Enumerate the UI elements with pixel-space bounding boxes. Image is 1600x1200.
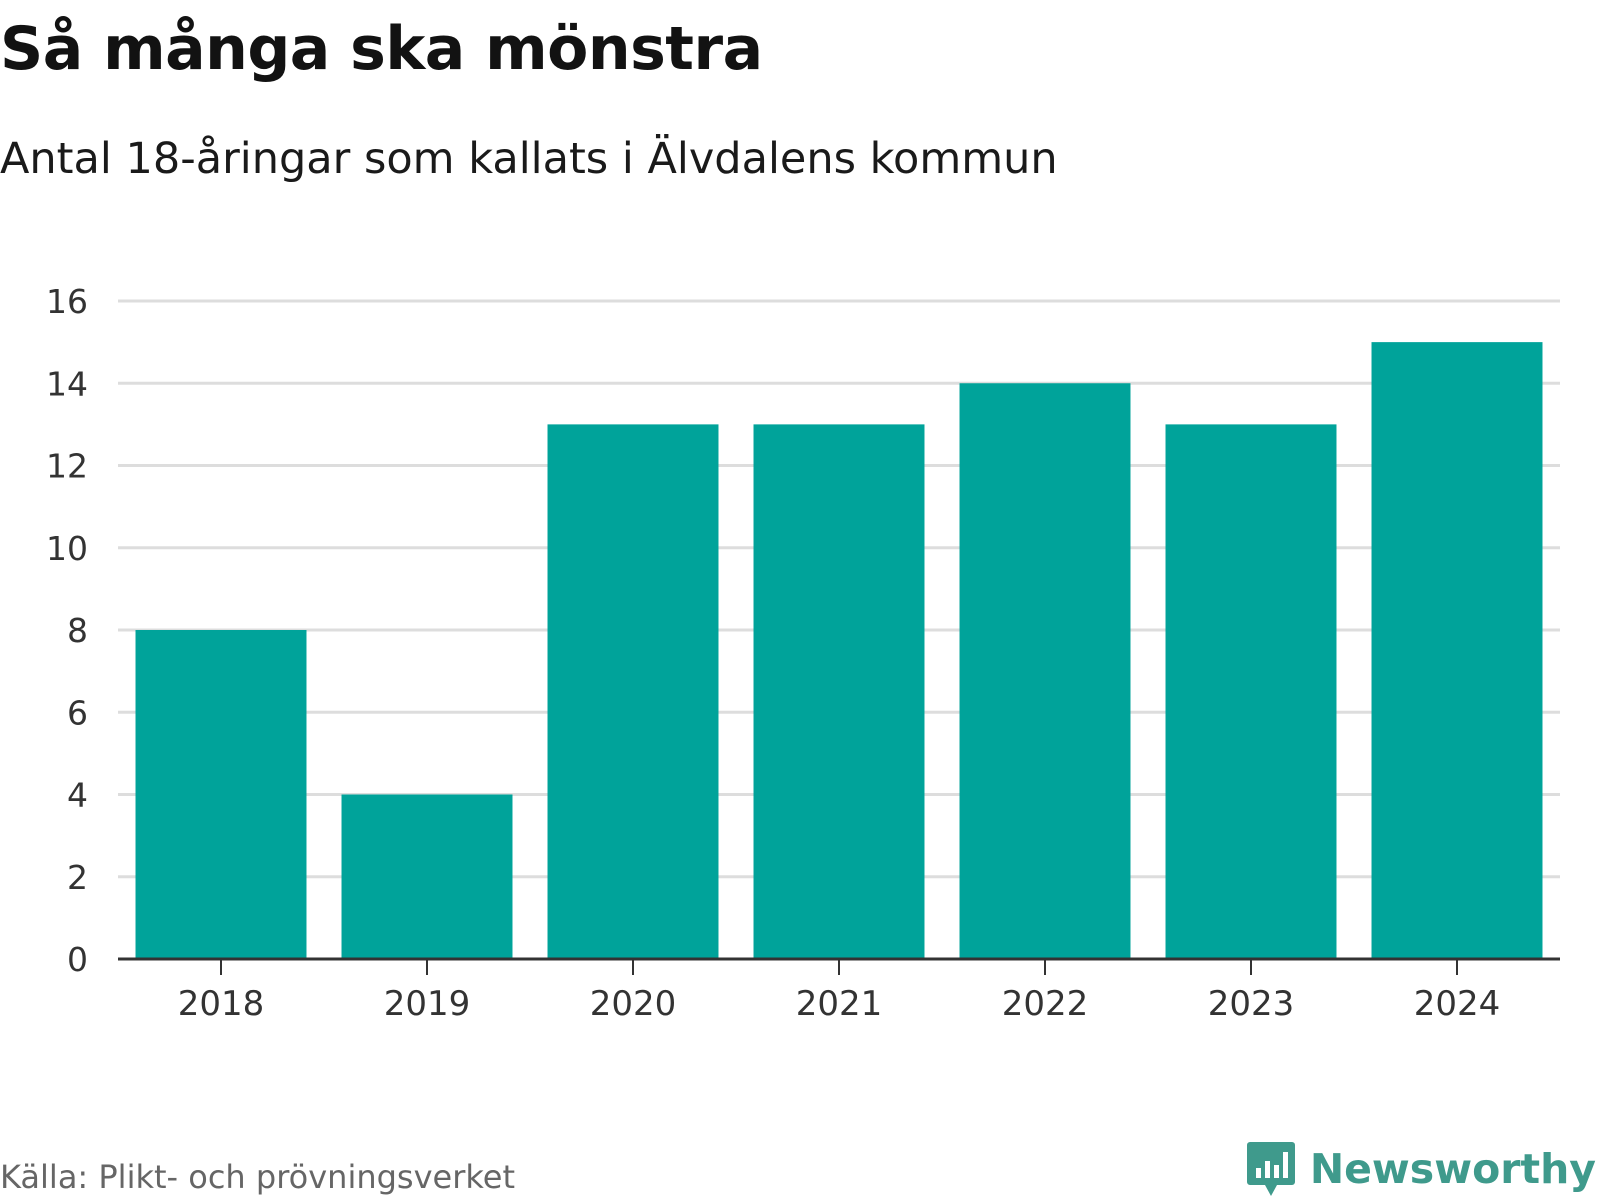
y-axis-ticks: 0 2 4 6 8 10 12 14 16 [46,282,88,979]
brand-logo: Newsworthy [1246,1140,1596,1198]
bars [135,342,1543,959]
y-tick-label: 16 [46,282,88,321]
x-axis [118,957,1560,975]
y-tick-label: 14 [46,364,88,403]
chart-subtitle: Antal 18-åringar som kallats i Älvdalens… [0,134,1058,184]
newsworthy-logo-icon [1246,1142,1295,1196]
y-tick-label: 8 [67,611,88,650]
bar-2019 [341,794,513,959]
bar-2024 [1371,342,1543,959]
x-tick-label: 2019 [384,984,471,1024]
y-tick-label: 10 [46,529,88,568]
y-tick-label: 6 [67,693,88,732]
x-tick-label: 2022 [1002,984,1089,1024]
bar-2020 [547,424,719,959]
bar-2018 [135,630,307,959]
y-tick-label: 2 [67,858,88,897]
y-tick-label: 4 [67,776,88,815]
y-tick-label: 0 [67,940,88,979]
x-tick-label: 2024 [1414,984,1501,1024]
x-tick-label: 2023 [1208,984,1295,1024]
brand-name: Newsworthy [1309,1145,1596,1193]
bar-2023 [1165,424,1337,959]
source-note: Källa: Plikt- och prövningsverket [0,1158,515,1196]
x-tick-label: 2018 [178,984,265,1024]
bar-2022 [959,383,1131,959]
chart-title: Så många ska mönstra [0,14,763,84]
y-tick-label: 12 [46,447,88,486]
x-tick-label: 2020 [590,984,677,1024]
x-tick-label: 2021 [796,984,883,1024]
x-axis-ticks: 2018 2019 2020 2021 2022 2023 2024 [178,984,1501,1024]
bar-2021 [753,424,925,959]
